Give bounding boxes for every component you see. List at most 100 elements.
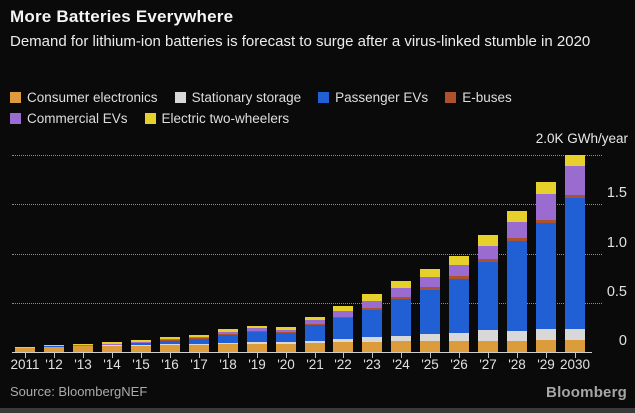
bar-2014: [102, 0, 122, 352]
gridline-0.5: [12, 303, 602, 304]
bar-segment-stationary-storage: [305, 340, 325, 344]
bar-segment-consumer-electronics: [507, 340, 527, 352]
bar-segment-passenger-evs: [276, 333, 296, 343]
bar-segment-passenger-evs: [305, 324, 325, 341]
bar-2028: [507, 0, 527, 352]
x-axis-tick: [315, 353, 316, 358]
bar-2026: [449, 0, 469, 352]
bar-segment-passenger-evs: [102, 344, 122, 346]
gridline-1: [12, 254, 602, 255]
bar-segment-commercial-evs: [276, 329, 296, 333]
bar-segment-electric-two-wheelers: [333, 306, 353, 312]
bar-segment-commercial-evs: [160, 339, 180, 341]
bar-segment-electric-two-wheelers: [536, 182, 556, 194]
bar-segment-stationary-storage: [247, 341, 267, 344]
x-axis-tick: [83, 353, 84, 358]
bar-segment-passenger-evs: [189, 339, 209, 345]
bar-segment-electric-two-wheelers: [276, 327, 296, 330]
bar-segment-electric-two-wheelers: [131, 339, 151, 342]
bar-segment-consumer-electronics: [333, 342, 353, 352]
bar-segment-stationary-storage: [276, 342, 296, 344]
bar-segment-consumer-electronics: [449, 340, 469, 352]
x-axis-tick: [170, 353, 171, 358]
x-tick-label-2015: '15: [132, 357, 150, 372]
x-axis-tick: [286, 353, 287, 358]
bar-segment-electric-two-wheelers: [189, 334, 209, 338]
bar-segment-passenger-evs: [218, 334, 238, 343]
bar-segment-electric-two-wheelers: [160, 336, 180, 340]
legend-swatch-icon: [144, 113, 156, 124]
bar-segment-commercial-evs: [420, 277, 440, 288]
bar-segment-consumer-electronics: [218, 344, 238, 352]
bar-segment-passenger-evs: [536, 223, 556, 329]
x-axis-tick: [546, 353, 547, 358]
x-tick-label-2014: '14: [103, 357, 121, 372]
bar-segment-stationary-storage: [362, 337, 382, 342]
bar-segment-stationary-storage: [565, 329, 585, 341]
bar-segment-e-buses: [160, 340, 180, 341]
bar-2012: [44, 0, 64, 352]
y-tick-label-1.0: 1.0: [606, 235, 627, 251]
bar-segment-electric-two-wheelers: [44, 345, 64, 347]
x-tick-label-2030: 2030: [559, 357, 591, 372]
bar-segment-electric-two-wheelers: [507, 210, 527, 223]
bar-2011: [15, 0, 35, 352]
legend-item-passenger-evs: Passenger EVs: [318, 90, 428, 105]
x-axis-tick: [488, 353, 489, 358]
bar-segment-consumer-electronics: [102, 345, 122, 352]
bar-segment-passenger-evs: [478, 262, 498, 331]
bar-segment-passenger-evs: [333, 318, 353, 339]
gridline-2: [12, 155, 602, 156]
bar-segment-passenger-evs: [362, 309, 382, 338]
bar-segment-passenger-evs: [507, 241, 527, 331]
bar-segment-e-buses: [333, 316, 353, 319]
y-axis-unit-label: 2.0K GWh/year: [535, 131, 628, 146]
bar-segment-stationary-storage: [536, 328, 556, 341]
x-tick-label-2016: '16: [161, 357, 179, 372]
bar-segment-consumer-electronics: [276, 343, 296, 352]
bar-segment-commercial-evs: [507, 222, 527, 238]
bar-segment-commercial-evs: [218, 331, 238, 334]
bar-2029: [536, 0, 556, 352]
x-axis-tick: [517, 353, 518, 358]
bar-segment-stationary-storage: [218, 342, 238, 345]
bar-segment-e-buses: [218, 333, 238, 335]
bar-segment-consumer-electronics: [420, 341, 440, 352]
legend-label: Passenger EVs: [335, 90, 429, 105]
bar-segment-commercial-evs: [478, 245, 498, 260]
bar-segment-passenger-evs: [565, 198, 585, 330]
x-tick-label-2029: '29: [537, 357, 555, 372]
x-tick-label-2023: '23: [363, 357, 381, 372]
bottom-strip: [0, 408, 635, 413]
bar-segment-e-buses: [536, 219, 556, 224]
legend-label: Electric two-wheelers: [161, 111, 290, 126]
bar-segment-commercial-evs: [333, 311, 353, 317]
bar-segment-consumer-electronics: [15, 347, 35, 352]
bar-2013: [73, 0, 93, 352]
bar-segment-e-buses: [565, 195, 585, 199]
bar-segment-commercial-evs: [305, 319, 325, 324]
legend-label: E-buses: [462, 90, 512, 105]
x-axis-tick: [372, 353, 373, 358]
bar-segment-consumer-electronics: [478, 341, 498, 352]
legend-item-electric-two-wheelers: Electric two-wheelers: [144, 111, 290, 126]
bar-2030: [565, 0, 585, 352]
bar-segment-passenger-evs: [247, 331, 267, 342]
bar-2025: [420, 0, 440, 352]
bar-segment-electric-two-wheelers: [565, 155, 585, 166]
bar-segment-e-buses: [391, 296, 411, 300]
bar-2020: [276, 0, 296, 352]
source-credit: Source: BloombergNEF: [10, 384, 148, 399]
legend-label: Stationary storage: [191, 90, 302, 105]
bar-2022: [333, 0, 353, 352]
bar-segment-e-buses: [247, 330, 267, 332]
x-axis-baseline: [12, 352, 592, 353]
bar-segment-electric-two-wheelers: [362, 294, 382, 301]
x-axis-tick: [25, 353, 26, 358]
bar-segment-electric-two-wheelers: [449, 255, 469, 265]
x-axis-tick: [112, 353, 113, 358]
bar-segment-commercial-evs: [536, 193, 556, 220]
bar-segment-e-buses: [276, 332, 296, 334]
bar-segment-stationary-storage: [391, 335, 411, 342]
